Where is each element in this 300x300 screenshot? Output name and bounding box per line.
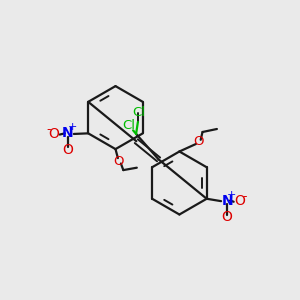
Text: O: O xyxy=(48,127,59,141)
Text: +: + xyxy=(227,190,236,200)
Text: N: N xyxy=(62,126,74,140)
Text: +: + xyxy=(68,122,77,132)
Text: O: O xyxy=(222,210,232,224)
Text: Cl: Cl xyxy=(132,106,145,119)
Text: -: - xyxy=(47,123,51,136)
Text: O: O xyxy=(234,194,245,208)
Text: O: O xyxy=(62,143,73,157)
Text: -: - xyxy=(243,190,247,203)
Text: N: N xyxy=(221,194,233,208)
Text: O: O xyxy=(193,135,204,148)
Text: O: O xyxy=(113,155,124,168)
Text: Cl: Cl xyxy=(122,119,135,132)
